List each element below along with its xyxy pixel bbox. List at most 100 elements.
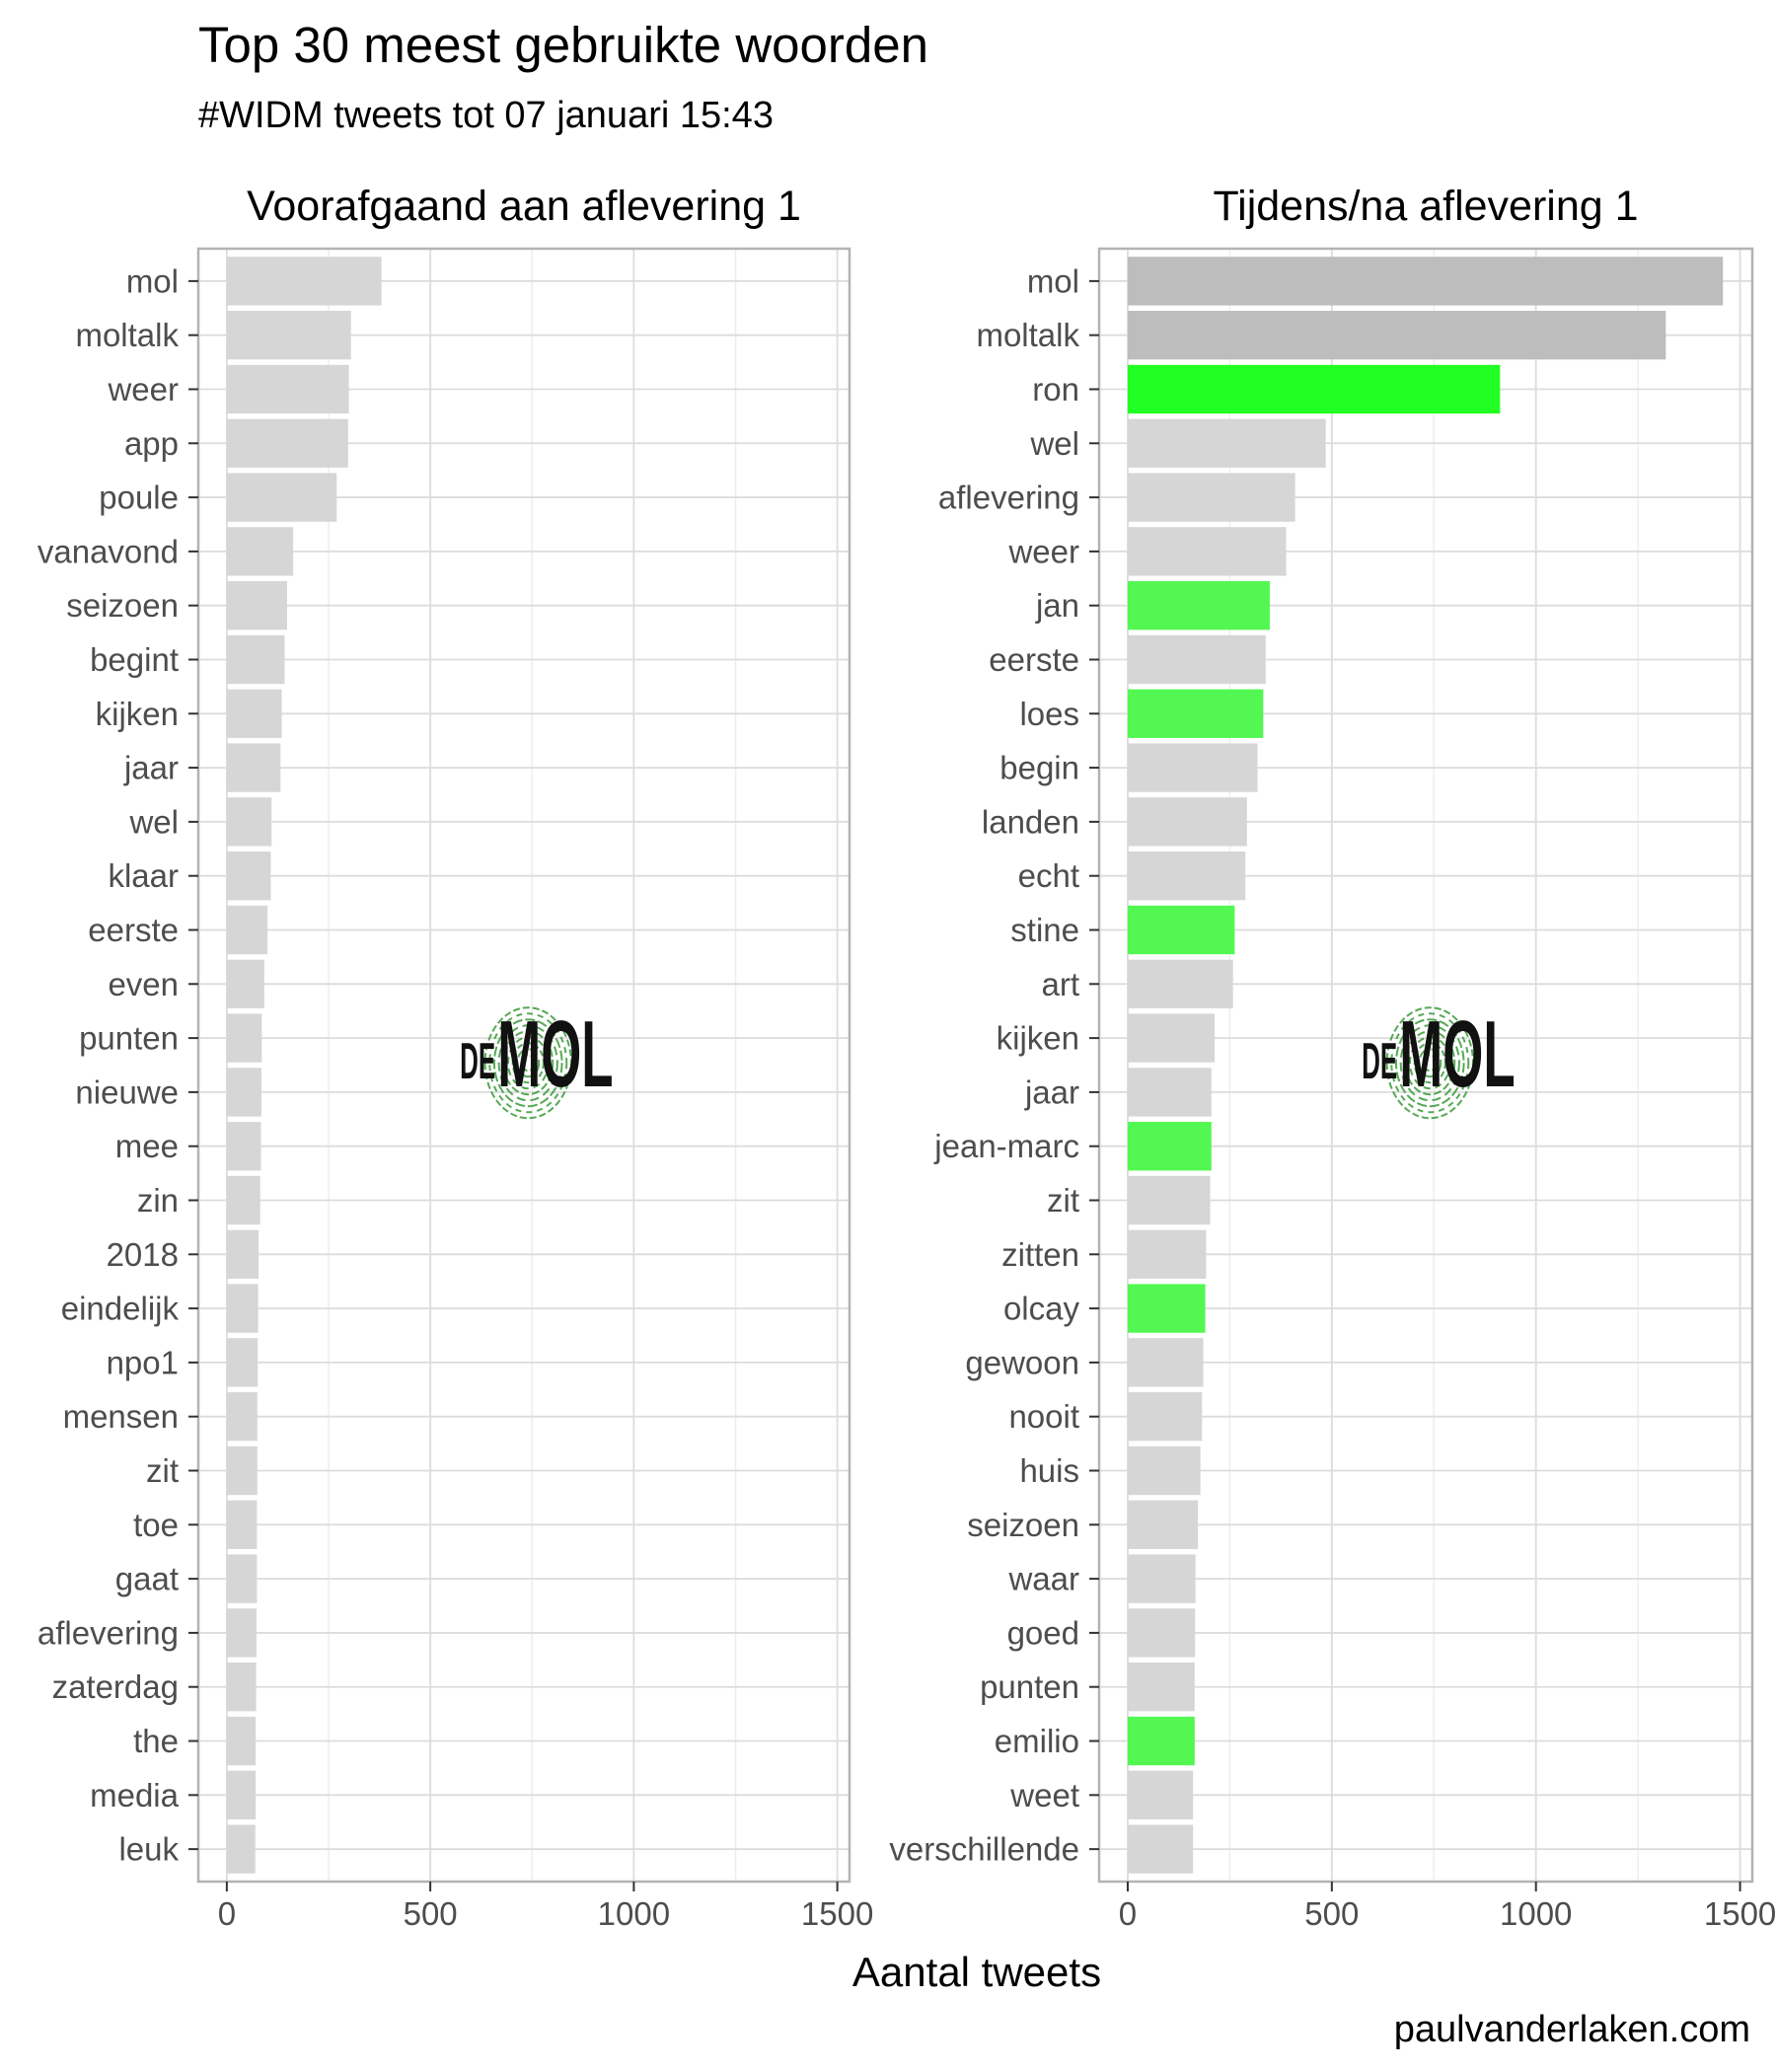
- logo-prefix: DE: [460, 1032, 495, 1089]
- bar-klaar: [226, 851, 271, 901]
- y-tick-label: 2018: [107, 1236, 179, 1273]
- fingerprint-ridge: [1385, 1006, 1474, 1120]
- y-tick-label: mol: [1027, 262, 1079, 299]
- bar-aflevering: [226, 1608, 257, 1658]
- bar-gaat: [226, 1554, 258, 1603]
- bar-jan: [1127, 581, 1270, 630]
- fingerprint-icon: [483, 1006, 572, 1120]
- y-tick-label: emilio: [995, 1723, 1079, 1759]
- bar-loes: [1127, 689, 1264, 738]
- y-tick-label: kijken: [997, 1020, 1079, 1057]
- chart-subtitle: #WIDM tweets tot 07 januari 15:43: [198, 95, 774, 136]
- fingerprint-ridge: [1408, 1036, 1451, 1090]
- bar-mol: [226, 257, 382, 306]
- fingerprint-ridge: [521, 1054, 536, 1073]
- bar-seizoen: [1127, 1500, 1199, 1549]
- bar-wel: [1127, 418, 1326, 468]
- y-tick-label: leuk: [118, 1831, 179, 1868]
- bar-app: [226, 418, 348, 468]
- y-tick-label: app: [124, 425, 179, 462]
- y-tick-label: zit: [146, 1452, 179, 1489]
- bar-goed: [1127, 1608, 1196, 1658]
- y-tick-label: olcay: [1003, 1291, 1080, 1327]
- logo-demol: DE MOL: [1362, 1002, 1516, 1120]
- bar-begin: [1127, 743, 1258, 792]
- bar-weet: [1127, 1770, 1194, 1819]
- y-tick-label: even: [108, 966, 179, 1002]
- y-tick-label: aflevering: [938, 480, 1079, 516]
- y-tick-label: jan: [1035, 587, 1079, 624]
- bar-nieuwe: [226, 1068, 261, 1117]
- y-tick-label: eindelijk: [61, 1291, 180, 1327]
- bar-kijken: [226, 689, 282, 738]
- y-tick-label: zit: [1047, 1182, 1079, 1219]
- x-tick-label: 1000: [1500, 1895, 1572, 1932]
- y-tick-label: wel: [1029, 425, 1079, 462]
- bar-kijken: [1127, 1013, 1216, 1063]
- bar-stine: [1127, 905, 1235, 955]
- fingerprint-ridge: [506, 1036, 550, 1090]
- panel-title-right: Tijdens/na aflevering 1: [1213, 183, 1639, 230]
- bar-zitten: [1127, 1229, 1207, 1279]
- bar-zaterdag: [226, 1663, 257, 1712]
- y-tick-label: gewoon: [965, 1344, 1079, 1380]
- y-tick-label: gaat: [115, 1561, 179, 1597]
- y-tick-label: seizoen: [967, 1507, 1079, 1543]
- logo-demol: DE MOL: [460, 1002, 614, 1120]
- bar-npo1: [226, 1338, 259, 1387]
- bar-jaar: [226, 743, 281, 792]
- y-tick-label: punten: [980, 1668, 1079, 1705]
- x-tick-label: 1500: [801, 1895, 873, 1932]
- y-tick-label: zin: [137, 1182, 179, 1219]
- fingerprint-ridge: [511, 1042, 545, 1084]
- y-tick-label: jean-marc: [933, 1128, 1079, 1164]
- y-tick-label: klaar: [108, 857, 179, 894]
- y-tick-label: weer: [1007, 533, 1079, 569]
- bar-even: [226, 959, 264, 1008]
- bar-jean-marc: [1127, 1122, 1212, 1171]
- bar-eerste: [1127, 634, 1266, 685]
- y-tick-label: mee: [115, 1128, 179, 1164]
- x-tick-label: 500: [404, 1895, 458, 1932]
- bar-mol: [1127, 257, 1724, 306]
- fingerprint-ridge: [1413, 1042, 1446, 1084]
- x-tick-label: 1000: [598, 1895, 670, 1932]
- y-tick-label: seizoen: [66, 587, 179, 624]
- bar-waar: [1127, 1554, 1196, 1603]
- y-tick-label: wel: [128, 803, 179, 840]
- bar-toe: [226, 1500, 258, 1549]
- y-tick-label: eerste: [88, 912, 179, 948]
- logo-word: MOL: [1399, 1002, 1515, 1108]
- bar-media: [226, 1770, 257, 1819]
- bar-poule: [226, 473, 337, 522]
- logo-word: MOL: [497, 1002, 613, 1108]
- bar-wel: [226, 797, 272, 847]
- bar-jaar: [1127, 1068, 1212, 1117]
- y-tick-label: nooit: [1008, 1398, 1079, 1435]
- y-tick-label: eerste: [989, 641, 1079, 678]
- bar-punten: [1127, 1663, 1195, 1712]
- bar-eindelijk: [226, 1284, 259, 1333]
- fingerprint-ridge: [1394, 1018, 1465, 1108]
- fingerprint-ridge: [1404, 1030, 1456, 1096]
- y-tick-label: jaar: [123, 750, 179, 786]
- fingerprint-ridge: [1399, 1024, 1460, 1102]
- y-tick-label: landen: [982, 803, 1079, 840]
- bar-landen: [1127, 797, 1247, 847]
- bar-zin: [226, 1175, 260, 1225]
- fingerprint-ridge: [1423, 1054, 1438, 1073]
- bar-leuk: [226, 1824, 256, 1874]
- fingerprint-ridge: [497, 1024, 558, 1102]
- y-tick-label: jaar: [1024, 1073, 1079, 1110]
- y-tick-label: mol: [126, 262, 179, 299]
- panel-title-left: Voorafgaand aan aflevering 1: [247, 183, 801, 230]
- y-tick-label: weer: [107, 371, 179, 407]
- y-tick-label: ron: [1032, 371, 1079, 407]
- y-tick-label: stine: [1010, 912, 1079, 948]
- panel-border: [196, 247, 851, 1884]
- y-tick-label: waar: [1007, 1561, 1079, 1597]
- y-tick-label: begin: [999, 750, 1079, 786]
- bar-nooit: [1127, 1392, 1203, 1442]
- bar-the: [226, 1716, 257, 1766]
